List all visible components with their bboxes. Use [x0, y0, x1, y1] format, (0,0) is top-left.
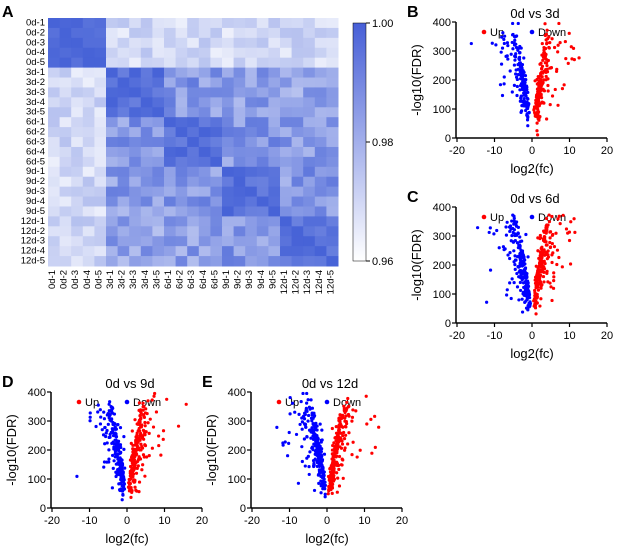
- svg-text:Up: Up: [85, 397, 99, 409]
- svg-text:log2(fc): log2(fc): [510, 161, 553, 176]
- volcano-b: -20-10010200100200300400log2(fc)-log10(F…: [405, 0, 615, 180]
- volcano-c: -20-10010200100200300400log2(fc)-log10(F…: [405, 185, 615, 365]
- panel-a: A 0d-10d-20d-30d-40d-53d-13d-23d-33d-43d…: [0, 0, 400, 315]
- svg-text:0: 0: [324, 515, 330, 527]
- svg-text:200: 200: [228, 445, 246, 457]
- svg-text:0: 0: [124, 515, 130, 527]
- svg-text:-10: -10: [487, 330, 503, 342]
- panel-d: D 0d vs 9d -20-10010200100200300400log2(…: [0, 370, 210, 550]
- svg-text:log2(fc): log2(fc): [105, 531, 148, 546]
- svg-text:-10: -10: [282, 515, 298, 527]
- svg-text:300: 300: [28, 416, 46, 428]
- svg-text:log2(fc): log2(fc): [510, 346, 553, 361]
- svg-text:200: 200: [433, 260, 451, 272]
- svg-text:10: 10: [563, 145, 575, 157]
- svg-text:20: 20: [396, 515, 408, 527]
- svg-text:3d-1: 3d-1: [105, 270, 116, 289]
- svg-text:100: 100: [433, 104, 451, 116]
- svg-text:10: 10: [358, 515, 370, 527]
- svg-text:0d-2: 0d-2: [59, 270, 70, 289]
- svg-text:400: 400: [433, 17, 451, 29]
- panel-e: E 0d vs 12d -20-10010200100200300400log2…: [200, 370, 410, 550]
- svg-text:0: 0: [240, 503, 246, 515]
- svg-text:6d-1: 6d-1: [163, 270, 174, 289]
- volcano-e: -20-10010200100200300400log2(fc)-log10(F…: [200, 370, 410, 550]
- svg-text:0.98: 0.98: [372, 137, 393, 149]
- svg-text:9d-3: 9d-3: [244, 270, 255, 289]
- svg-text:0d-5: 0d-5: [93, 270, 104, 289]
- svg-text:20: 20: [601, 145, 613, 157]
- svg-text:12d-5: 12d-5: [325, 270, 336, 294]
- svg-text:20: 20: [601, 330, 613, 342]
- svg-text:100: 100: [433, 289, 451, 301]
- svg-text:3d-4: 3d-4: [140, 270, 151, 289]
- svg-text:9d-2: 9d-2: [233, 270, 244, 289]
- svg-text:-20: -20: [44, 515, 60, 527]
- svg-text:300: 300: [433, 231, 451, 243]
- panel-c: C 0d vs 6d -20-10010200100200300400log2(…: [405, 185, 615, 365]
- svg-text:3d-2: 3d-2: [117, 270, 128, 289]
- svg-text:3d-3: 3d-3: [128, 270, 139, 289]
- svg-text:0: 0: [529, 145, 535, 157]
- svg-text:6d-4: 6d-4: [198, 270, 209, 289]
- svg-text:log2(fc): log2(fc): [305, 531, 348, 546]
- svg-text:6d-3: 6d-3: [186, 270, 197, 289]
- svg-text:-10: -10: [82, 515, 98, 527]
- svg-text:9d-1: 9d-1: [221, 270, 232, 289]
- svg-text:-log10(FDR): -log10(FDR): [204, 414, 219, 486]
- svg-text:-log10(FDR): -log10(FDR): [409, 44, 424, 116]
- volcano-d: -20-10010200100200300400log2(fc)-log10(F…: [0, 370, 210, 550]
- svg-text:0: 0: [529, 330, 535, 342]
- svg-text:400: 400: [228, 387, 246, 399]
- svg-text:10: 10: [158, 515, 170, 527]
- svg-text:-log10(FDR): -log10(FDR): [4, 414, 19, 486]
- svg-text:300: 300: [228, 416, 246, 428]
- svg-text:200: 200: [433, 75, 451, 87]
- svg-text:12d-4: 12d-4: [314, 270, 325, 294]
- svg-text:12d-5: 12d-5: [21, 256, 45, 267]
- svg-text:Up: Up: [490, 212, 504, 224]
- svg-text:6d-2: 6d-2: [175, 270, 186, 289]
- svg-text:0: 0: [40, 503, 46, 515]
- svg-text:12d-3: 12d-3: [302, 270, 313, 294]
- svg-text:-10: -10: [487, 145, 503, 157]
- svg-text:0d-4: 0d-4: [82, 270, 93, 289]
- svg-text:400: 400: [433, 202, 451, 214]
- svg-text:0d-3: 0d-3: [70, 270, 81, 289]
- svg-text:-20: -20: [449, 330, 465, 342]
- svg-text:0: 0: [445, 318, 451, 330]
- svg-text:-20: -20: [449, 145, 465, 157]
- svg-text:400: 400: [28, 387, 46, 399]
- svg-text:10: 10: [563, 330, 575, 342]
- svg-text:0d-1: 0d-1: [47, 270, 58, 289]
- svg-text:300: 300: [433, 46, 451, 58]
- svg-text:12d-2: 12d-2: [291, 270, 302, 294]
- svg-text:200: 200: [28, 445, 46, 457]
- panel-b: B 0d vs 3d -20-10010200100200300400log2(…: [405, 0, 615, 180]
- svg-text:Down: Down: [133, 397, 161, 409]
- svg-text:6d-5: 6d-5: [209, 270, 220, 289]
- svg-text:9d-4: 9d-4: [256, 270, 267, 289]
- svg-text:12d-1: 12d-1: [279, 270, 290, 294]
- svg-text:-log10(FDR): -log10(FDR): [409, 229, 424, 301]
- svg-text:9d-5: 9d-5: [267, 270, 278, 289]
- svg-text:-20: -20: [244, 515, 260, 527]
- svg-text:3d-5: 3d-5: [151, 270, 162, 289]
- svg-text:0: 0: [445, 133, 451, 145]
- svg-text:0.96: 0.96: [372, 256, 393, 268]
- svg-text:100: 100: [28, 474, 46, 486]
- heatmap: 0d-10d-20d-30d-40d-53d-13d-23d-33d-43d-5…: [0, 0, 400, 315]
- svg-text:100: 100: [228, 474, 246, 486]
- svg-text:1.00: 1.00: [372, 18, 393, 30]
